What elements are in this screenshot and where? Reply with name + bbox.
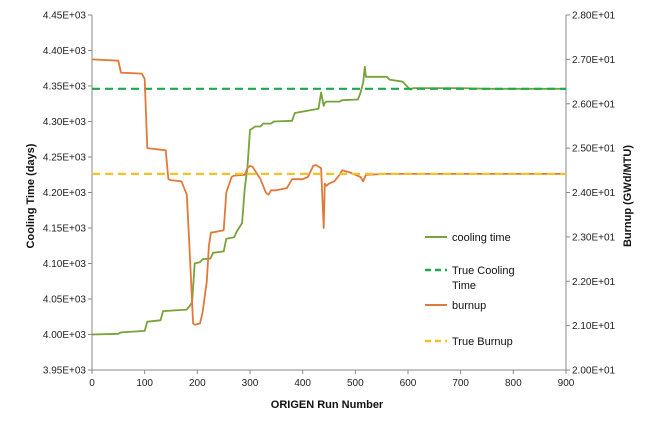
y-right-tick-label: 2.20E+01 (572, 277, 616, 288)
y-left-tick-label: 4.25E+03 (43, 153, 87, 164)
y-left-tick-label: 4.40E+03 (43, 46, 87, 57)
y-left-tick-label: 4.15E+03 (43, 224, 87, 235)
y-right-tick-label: 2.80E+01 (572, 11, 616, 22)
legend-label: cooling time (452, 232, 511, 244)
y-right-tick-label: 2.70E+01 (572, 55, 616, 66)
legend-label: burnup (452, 300, 486, 312)
y-right-tick-label: 2.60E+01 (572, 99, 616, 110)
x-tick-label: 200 (189, 378, 206, 389)
x-tick-label: 800 (505, 378, 522, 389)
x-tick-label: 600 (400, 378, 417, 389)
legend-label: True Burnup (452, 336, 513, 348)
y-left-axis-title: Cooling Time (days) (25, 143, 37, 248)
axes: 0 100 200 300 400 500 600 700 800 900 3.95E+03 4.00… (43, 11, 616, 390)
y-left-tick-label: 4.05E+03 (43, 295, 87, 306)
y-left-tick-label: 4.30E+03 (43, 117, 87, 128)
series-layer (91, 58, 566, 336)
y-left-tick-label: 3.95E+03 (43, 366, 87, 377)
y-right-tick-label: 2.10E+01 (572, 321, 616, 332)
legend-label: Time (452, 280, 476, 292)
x-tick-label: 100 (136, 378, 153, 389)
x-tick-label: 700 (452, 378, 469, 389)
legend: cooling time True Cooling Time burnup True B… (425, 232, 515, 348)
y-right-tick-label: 2.50E+01 (572, 144, 616, 155)
x-axis-title: ORIGEN Run Number (271, 399, 384, 411)
y-left-tick-label: 4.20E+03 (43, 188, 87, 199)
y-left-tick-label: 4.10E+03 (43, 259, 87, 270)
y-right-tick-label: 2.30E+01 (572, 232, 616, 243)
series-line-burnup (91, 58, 566, 326)
legend-label: True Cooling (452, 265, 515, 277)
series-line-cooling-time (91, 65, 566, 336)
y-right-tick-label: 2.00E+01 (572, 366, 616, 377)
x-tick-label: 900 (558, 378, 575, 389)
y-left-tick-label: 4.35E+03 (43, 82, 87, 93)
y-left-tick-label: 4.00E+03 (43, 330, 87, 341)
y-left-tick-label: 4.45E+03 (43, 11, 87, 22)
y-right-tick-label: 2.40E+01 (572, 188, 616, 199)
x-tick-label: 400 (294, 378, 311, 389)
x-tick-label: 0 (89, 378, 95, 389)
x-tick-label: 500 (347, 378, 364, 389)
x-tick-label: 300 (242, 378, 259, 389)
y-right-axis-title: Burnup (GWd/MTU) (622, 145, 634, 247)
